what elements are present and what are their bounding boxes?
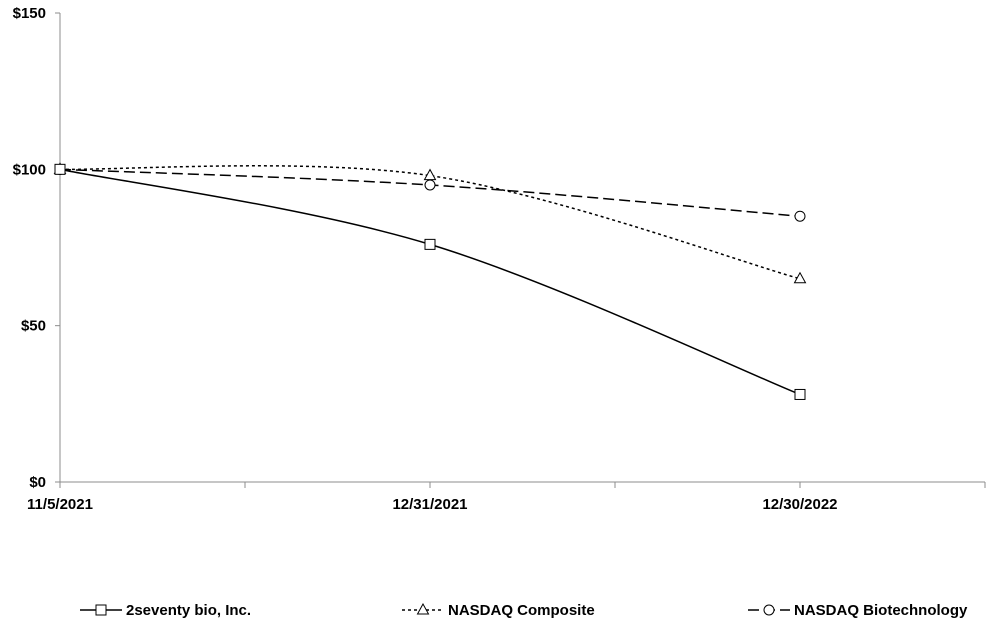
legend-marker-triangle (416, 602, 430, 615)
legend-label: NASDAQ Composite (448, 602, 595, 619)
x-tick-label: 12/31/2021 (392, 496, 467, 513)
legend-marker-circle (763, 604, 775, 616)
x-tick-label: 11/5/2021 (27, 496, 93, 513)
data-point-circle (424, 179, 436, 191)
legend-item-nasdaq-biotech: NASDAQ Biotechnology (748, 602, 968, 619)
data-point-triangle (423, 168, 437, 181)
y-tick-label: $0 (29, 474, 46, 491)
y-tick-label: $100 (13, 161, 46, 178)
x-ticks: 11/5/2021 12/31/2021 12/30/2022 (27, 482, 986, 513)
data-point-square (54, 163, 66, 175)
series-layer (53, 162, 807, 400)
legend-marker-square (95, 604, 107, 616)
legend-label: NASDAQ Biotechnology (794, 602, 968, 619)
data-point-square (424, 238, 436, 250)
data-point-triangle (793, 271, 807, 284)
series-2seventy-bio (54, 163, 806, 400)
legend: 2seventy bio, Inc. NASDAQ Composite NASDAQ… (80, 602, 968, 619)
legend-label: 2seventy bio, Inc. (126, 602, 251, 619)
legend-item-nasdaq-composite: NASDAQ Composite (402, 602, 595, 619)
y-tick-label: $150 (13, 5, 46, 22)
series-line (59, 165, 801, 280)
data-point-square (794, 388, 806, 400)
axes (59, 13, 985, 483)
y-tick-label: $50 (21, 318, 46, 335)
legend-item-2seventy-bio: 2seventy bio, Inc. (80, 602, 251, 619)
y-ticks: $0 $50 $100 $150 (13, 5, 60, 491)
series-line (59, 168, 801, 396)
x-tick-label: 12/30/2022 (762, 496, 837, 513)
data-point-circle (794, 210, 806, 222)
